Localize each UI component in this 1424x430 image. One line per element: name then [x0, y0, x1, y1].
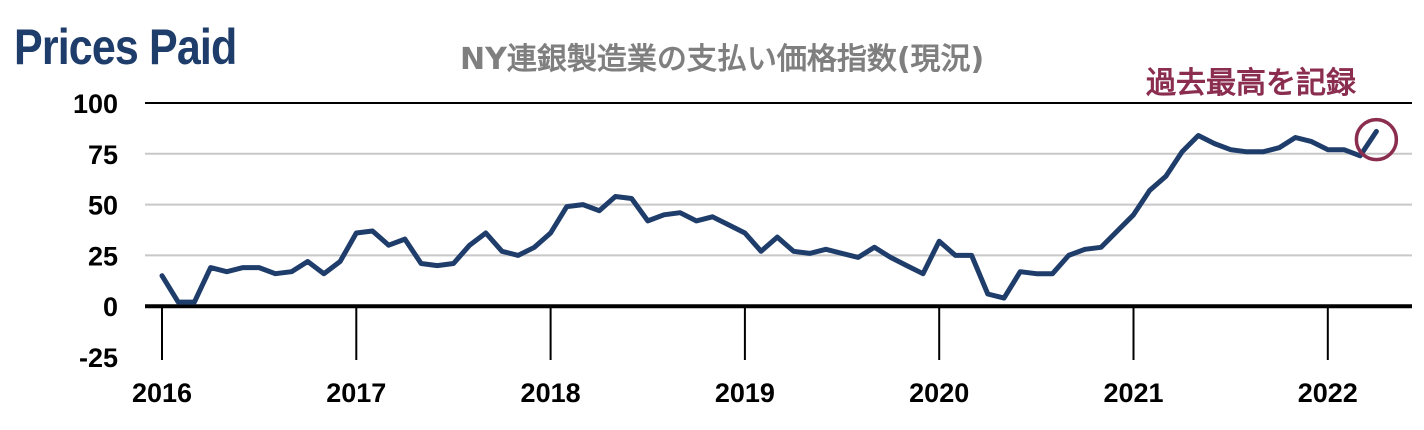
- annotation-marker: [1354, 117, 1399, 162]
- prices-paid-line: [159, 128, 1379, 305]
- headline: Prices Paid: [14, 19, 237, 75]
- record-high-annotation: 過去最高を記録: [1146, 66, 1356, 101]
- x-tick-label: 2022: [1298, 378, 1358, 408]
- record-high-circle: [1354, 117, 1399, 162]
- y-tick-label: 75: [88, 140, 118, 170]
- x-tick-label: 2019: [715, 378, 775, 408]
- x-tick-label: 2018: [521, 378, 581, 408]
- x-tick-label: 2017: [326, 378, 386, 408]
- x-tick-labels: 2016 2017 2018 2019 2020 2021 2022: [132, 378, 1358, 408]
- y-tick-label: 50: [88, 191, 118, 221]
- x-tick-label: 2016: [132, 378, 192, 408]
- gridlines: [145, 152, 1412, 257]
- chart-title: NY連銀製造業の支払い価格指数(現況): [460, 42, 985, 77]
- y-tick-label: -25: [79, 343, 118, 373]
- y-tick-label: 25: [88, 241, 118, 271]
- x-tick-label: 2021: [1103, 378, 1163, 408]
- series: [159, 128, 1379, 305]
- y-tick-label: 0: [103, 292, 118, 322]
- y-tick-label: 100: [73, 89, 118, 119]
- x-tick-label: 2020: [909, 378, 969, 408]
- axes: [145, 102, 1412, 360]
- y-tick-labels: 100 75 50 25 0 -25: [73, 89, 118, 373]
